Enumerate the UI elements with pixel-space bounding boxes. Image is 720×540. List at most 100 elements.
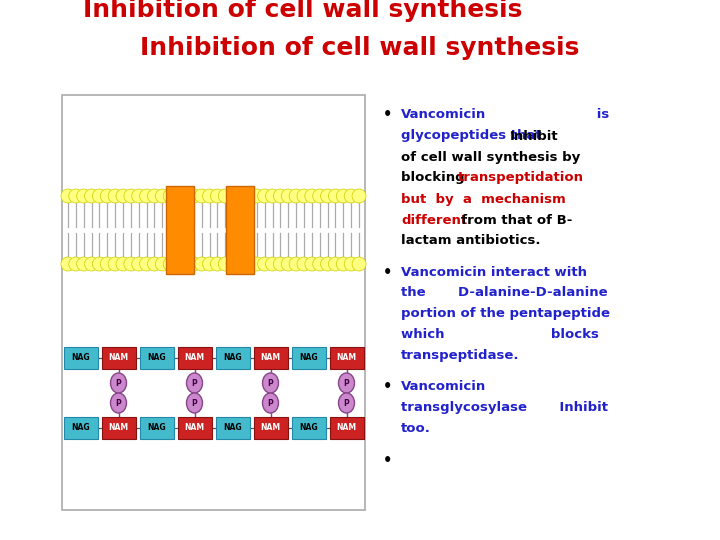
Text: P: P (268, 399, 274, 408)
Text: NAG: NAG (71, 423, 90, 433)
Circle shape (202, 257, 217, 271)
Text: P: P (343, 399, 349, 408)
Text: NAG: NAG (147, 423, 166, 433)
Text: glycopeptides that: glycopeptides that (401, 130, 546, 143)
FancyBboxPatch shape (253, 347, 287, 369)
FancyBboxPatch shape (178, 347, 212, 369)
Text: •: • (383, 265, 392, 280)
Text: •: • (383, 453, 392, 468)
Circle shape (305, 189, 319, 203)
Text: P: P (268, 379, 274, 388)
Text: Inhibit: Inhibit (509, 130, 558, 143)
Text: Vancomicin: Vancomicin (401, 109, 486, 122)
Circle shape (84, 189, 99, 203)
Text: NAG: NAG (223, 423, 242, 433)
Text: transpeptidation: transpeptidation (458, 172, 584, 185)
FancyBboxPatch shape (140, 417, 174, 439)
Text: different: different (401, 213, 467, 226)
Circle shape (100, 189, 114, 203)
Circle shape (186, 257, 201, 271)
Circle shape (179, 189, 193, 203)
Text: transpeptidase.: transpeptidase. (401, 349, 520, 362)
Circle shape (282, 257, 295, 271)
Ellipse shape (186, 373, 202, 393)
Circle shape (84, 257, 99, 271)
Circle shape (289, 257, 303, 271)
Circle shape (320, 257, 335, 271)
Text: blocking: blocking (401, 172, 474, 185)
Text: •: • (383, 107, 392, 123)
Circle shape (163, 257, 177, 271)
FancyBboxPatch shape (330, 417, 364, 439)
Circle shape (250, 189, 264, 203)
Circle shape (328, 189, 343, 203)
FancyBboxPatch shape (178, 417, 212, 439)
Circle shape (266, 189, 279, 203)
Circle shape (108, 189, 122, 203)
Text: P: P (116, 379, 122, 388)
Circle shape (194, 257, 209, 271)
Circle shape (344, 257, 358, 271)
Text: Vancomicin: Vancomicin (401, 381, 486, 394)
Circle shape (171, 189, 185, 203)
Text: P: P (116, 399, 122, 408)
Circle shape (274, 257, 287, 271)
Text: NAM: NAM (336, 423, 356, 433)
Circle shape (140, 189, 153, 203)
Circle shape (218, 189, 233, 203)
Text: P: P (192, 379, 197, 388)
Circle shape (124, 189, 138, 203)
Text: NAM: NAM (109, 354, 129, 362)
Circle shape (344, 189, 358, 203)
Ellipse shape (263, 393, 279, 413)
Circle shape (156, 257, 169, 271)
Text: NAG: NAG (300, 354, 318, 362)
Circle shape (156, 189, 169, 203)
Circle shape (76, 189, 91, 203)
Circle shape (148, 189, 161, 203)
Circle shape (289, 189, 303, 203)
FancyBboxPatch shape (292, 347, 325, 369)
Circle shape (171, 257, 185, 271)
FancyBboxPatch shape (292, 417, 325, 439)
Circle shape (132, 189, 145, 203)
Circle shape (148, 257, 161, 271)
Circle shape (69, 189, 83, 203)
Ellipse shape (110, 393, 127, 413)
Circle shape (226, 257, 240, 271)
FancyBboxPatch shape (63, 417, 97, 439)
Circle shape (92, 257, 107, 271)
Ellipse shape (263, 373, 279, 393)
Text: P: P (343, 379, 349, 388)
Circle shape (186, 189, 201, 203)
Text: lactam antibiotics.: lactam antibiotics. (401, 234, 541, 247)
Circle shape (210, 257, 225, 271)
Text: NAG: NAG (71, 354, 90, 362)
FancyBboxPatch shape (140, 347, 174, 369)
Text: NAM: NAM (109, 423, 129, 433)
Circle shape (312, 257, 327, 271)
Circle shape (179, 257, 193, 271)
Circle shape (266, 257, 279, 271)
FancyBboxPatch shape (63, 347, 97, 369)
Text: portion of the pentapeptide: portion of the pentapeptide (401, 307, 610, 321)
Text: NAM: NAM (184, 423, 204, 433)
Circle shape (69, 257, 83, 271)
Circle shape (132, 257, 145, 271)
Text: P: P (192, 399, 197, 408)
Circle shape (258, 189, 271, 203)
Text: Inhibition of cell wall synthesis: Inhibition of cell wall synthesis (83, 0, 522, 22)
FancyBboxPatch shape (226, 186, 254, 274)
Text: NAG: NAG (223, 354, 242, 362)
Circle shape (108, 257, 122, 271)
Circle shape (210, 189, 225, 203)
Circle shape (312, 189, 327, 203)
FancyBboxPatch shape (215, 347, 250, 369)
Circle shape (100, 257, 114, 271)
Circle shape (297, 189, 311, 203)
Circle shape (352, 257, 366, 271)
Circle shape (226, 189, 240, 203)
Circle shape (140, 257, 153, 271)
Text: of cell wall synthesis by: of cell wall synthesis by (401, 151, 580, 164)
Circle shape (116, 257, 130, 271)
